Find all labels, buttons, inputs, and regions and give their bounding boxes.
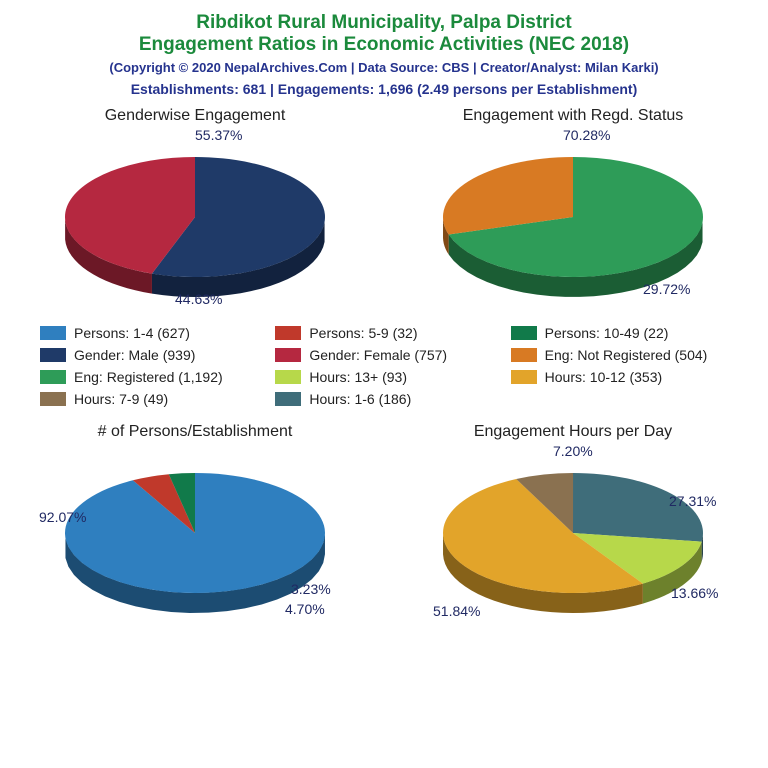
stats-line: Establishments: 681 | Engagements: 1,696… [16,81,752,97]
chart-hours-pie: 27.31% 13.66% 51.84% 7.20% [423,445,723,625]
chart-grid: Genderwise Engagement 55.37% 44.63% Engag… [16,107,752,625]
legend-label: Persons: 10-49 (22) [545,325,669,341]
pie-slice-label: 55.37% [195,127,242,143]
chart-gender: Genderwise Engagement 55.37% 44.63% [16,107,374,309]
legend-label: Hours: 13+ (93) [309,369,407,385]
chart-gender-title: Genderwise Engagement [105,107,286,125]
legend-swatch [40,392,66,406]
chart-hours-title: Engagement Hours per Day [474,423,672,441]
legend-label: Gender: Female (757) [309,347,447,363]
page-title-line2: Engagement Ratios in Economic Activities… [16,34,752,56]
legend-label: Hours: 10-12 (353) [545,369,663,385]
legend-item: Hours: 7-9 (49) [40,391,257,407]
legend-swatch [511,370,537,384]
legend-item: Hours: 1-6 (186) [275,391,492,407]
legend-label: Persons: 5-9 (32) [309,325,417,341]
legend-swatch [511,348,537,362]
legend: Persons: 1-4 (627) Persons: 5-9 (32) Perso… [16,317,752,415]
chart-persons-pie: 92.07%4.70%3.23% [45,445,345,625]
legend-item: Eng: Registered (1,192) [40,369,257,385]
chart-persons-title: # of Persons/Establishment [98,423,293,441]
page-title-line1: Ribdikot Rural Municipality, Palpa Distr… [16,12,752,34]
pie-slice-label: 27.31% [669,493,716,509]
legend-swatch [40,370,66,384]
pie-slice-label: 92.07% [39,509,86,525]
legend-label: Eng: Not Registered (504) [545,347,708,363]
copyright-line: (Copyright © 2020 NepalArchives.Com | Da… [16,60,752,75]
legend-swatch [275,392,301,406]
legend-label: Hours: 7-9 (49) [74,391,168,407]
legend-label: Persons: 1-4 (627) [74,325,190,341]
legend-swatch [275,348,301,362]
legend-label: Hours: 1-6 (186) [309,391,411,407]
pie-slice-label: 3.23% [291,581,331,597]
chart-regd-title: Engagement with Regd. Status [463,107,684,125]
legend-item: Gender: Male (939) [40,347,257,363]
chart-persons: # of Persons/Establishment 92.07% 4.70% 3.… [16,423,374,625]
legend-swatch [275,370,301,384]
pie-slice-label: 51.84% [433,603,480,619]
pie-slice-label: 4.70% [285,601,325,617]
pie-slice-label: 29.72% [643,281,690,297]
legend-item: Persons: 5-9 (32) [275,325,492,341]
legend-swatch [40,348,66,362]
legend-item: Persons: 10-49 (22) [511,325,728,341]
legend-item: Gender: Female (757) [275,347,492,363]
pie-slice-label: 44.63% [175,291,222,307]
chart-hours: Engagement Hours per Day 27.31% 13.66% 51.… [394,423,752,625]
pie-slice-label: 70.28% [563,127,610,143]
chart-regd-pie: 70.28% 29.72% [423,129,723,309]
legend-item: Eng: Not Registered (504) [511,347,728,363]
legend-swatch [511,326,537,340]
chart-gender-pie: 55.37% 44.63% [45,129,345,309]
pie-slice-label: 7.20% [553,443,593,459]
legend-item: Hours: 13+ (93) [275,369,492,385]
legend-item: Hours: 10-12 (353) [511,369,728,385]
chart-regd: Engagement with Regd. Status 70.28% 29.72… [394,107,752,309]
pie-slice-label: 13.66% [671,585,718,601]
legend-swatch [40,326,66,340]
legend-swatch [275,326,301,340]
legend-label: Gender: Male (939) [74,347,195,363]
legend-label: Eng: Registered (1,192) [74,369,223,385]
legend-item: Persons: 1-4 (627) [40,325,257,341]
